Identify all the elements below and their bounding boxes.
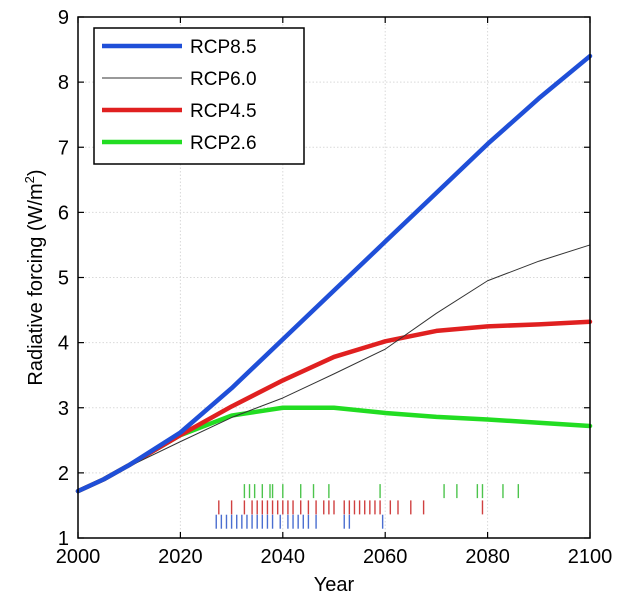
legend-label: RCP2.6 xyxy=(190,133,257,154)
y-axis-title-main: Radiative forcing (W/m xyxy=(25,183,47,385)
y-axis-title: Radiative forcing (W/m2) xyxy=(22,169,47,385)
y-tick-label: 1 xyxy=(58,528,69,550)
legend-items: RCP8.5 RCP6.0 RCP4.5 RCP2.6 xyxy=(102,37,257,154)
legend-label: RCP4.5 xyxy=(190,101,257,122)
x-axis-title: Year xyxy=(314,574,355,596)
legend-label: RCP6.0 xyxy=(190,69,257,90)
y-tick-label: 6 xyxy=(58,202,69,224)
y-tick-label: 2 xyxy=(58,463,69,485)
x-tick-label: 2080 xyxy=(465,546,510,568)
x-tick-label: 2060 xyxy=(363,546,408,568)
y-tick-label: 9 xyxy=(58,7,69,29)
x-tick-label: 2000 xyxy=(56,546,101,568)
series-line-rcp8-5 xyxy=(75,53,593,494)
y-axis-title-superscript: 2 xyxy=(22,176,37,183)
y-axis-title-close: ) xyxy=(25,169,47,176)
x-tick-label: 2020 xyxy=(158,546,203,568)
y-tick-label: 7 xyxy=(58,137,69,159)
x-tick-label: 2100 xyxy=(568,546,613,568)
y-tick-label: 8 xyxy=(58,72,69,94)
y-tick-label: 3 xyxy=(58,398,69,420)
legend: RCP8.5 RCP6.0 RCP4.5 RCP2.6 xyxy=(93,27,305,165)
y-tick-label: 4 xyxy=(58,333,69,355)
x-tick-label: 2040 xyxy=(261,546,306,568)
rug-marks xyxy=(215,484,520,529)
series-lines xyxy=(75,53,593,494)
legend-label: RCP8.5 xyxy=(190,37,257,58)
y-tick-label: 5 xyxy=(58,268,69,290)
axis-ticks: 2000 2020 2040 2060 2080 2100 1 2 3 4 5 6 7 8 9 xyxy=(56,7,613,568)
